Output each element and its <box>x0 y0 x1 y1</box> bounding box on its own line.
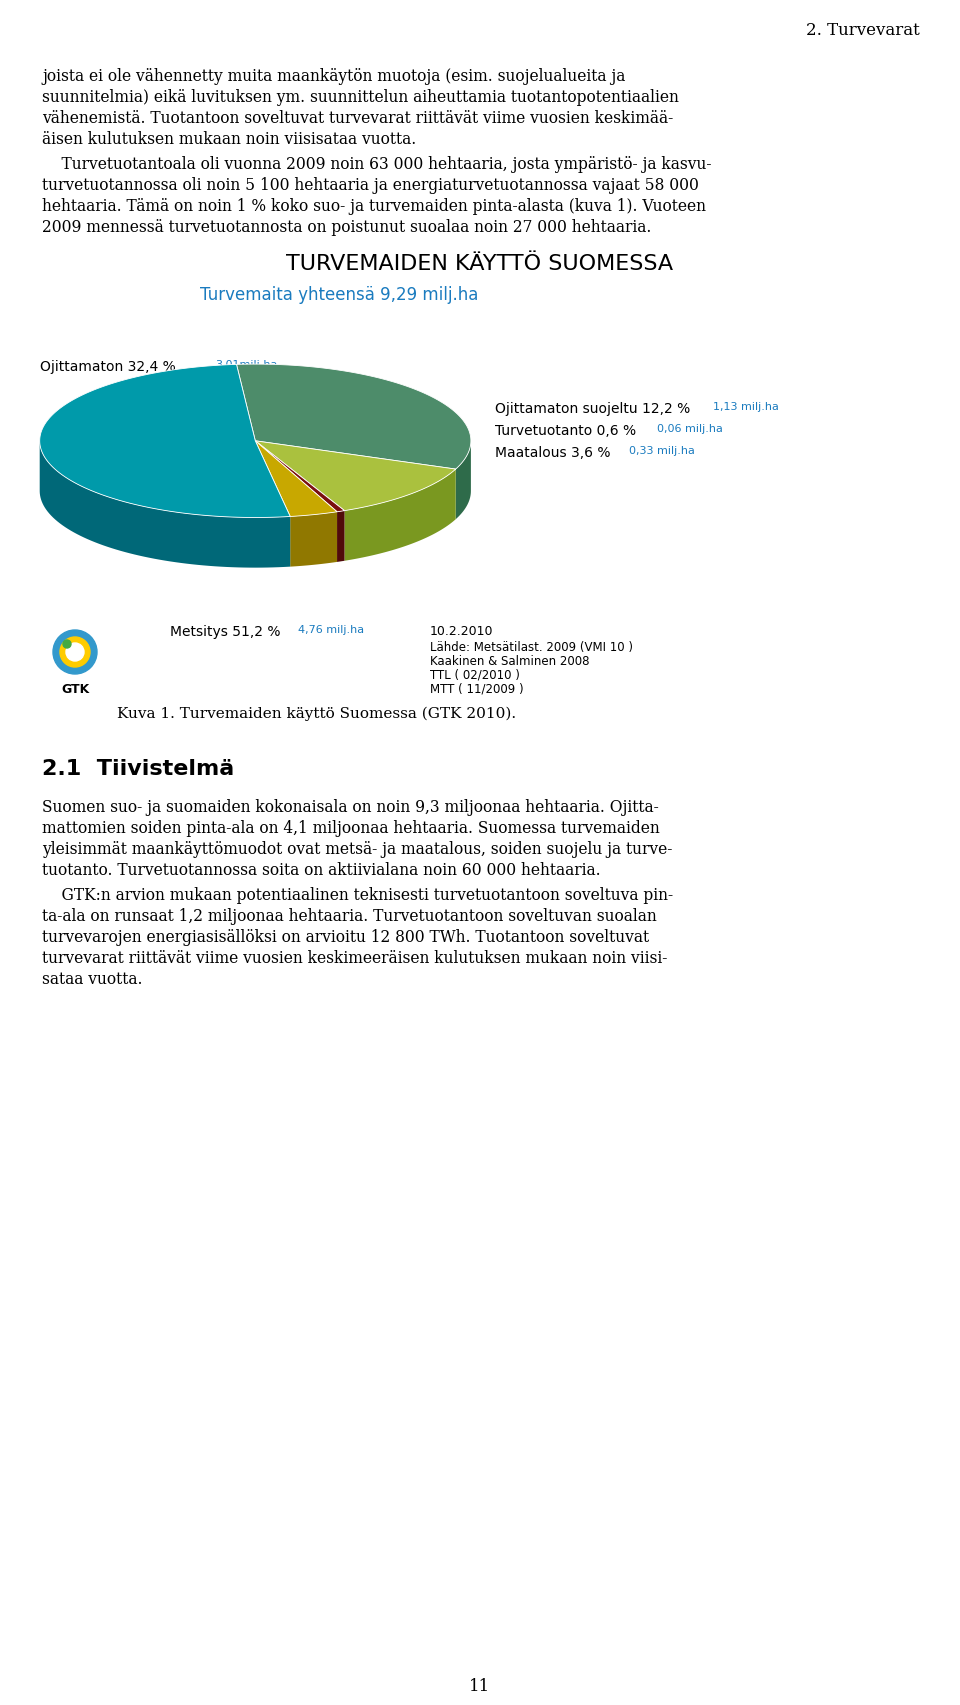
Text: 3,01milj.ha: 3,01milj.ha <box>215 360 277 370</box>
Text: turvevarat riittävät viime vuosien keskimeeräisen kulutuksen mukaan noin viisi-: turvevarat riittävät viime vuosien keski… <box>42 950 667 967</box>
Polygon shape <box>290 513 337 568</box>
Text: TURVEMAIDEN KÄYTTÖ SUOMESSA: TURVEMAIDEN KÄYTTÖ SUOMESSA <box>286 254 674 275</box>
Text: vähenemistä. Tuotantoon soveltuvat turvevarat riittävät viime vuosien keskimää-: vähenemistä. Tuotantoon soveltuvat turve… <box>42 109 673 126</box>
Polygon shape <box>255 442 456 512</box>
Text: Kaakinen & Salminen 2008: Kaakinen & Salminen 2008 <box>430 655 589 668</box>
Text: 2. Turvevarat: 2. Turvevarat <box>806 22 920 39</box>
Text: suunnitelmia) eikä luvituksen ym. suunnittelun aiheuttamia tuotantopotentiaalien: suunnitelmia) eikä luvituksen ym. suunni… <box>42 89 679 106</box>
Text: Suomen suo- ja suomaiden kokonaisala on noin 9,3 miljoonaa hehtaaria. Ojitta-: Suomen suo- ja suomaiden kokonaisala on … <box>42 798 659 815</box>
Text: 0,33 milj.ha: 0,33 milj.ha <box>629 445 695 455</box>
Circle shape <box>53 631 97 675</box>
Text: joista ei ole vähennetty muita maankäytön muotoja (esim. suojelualueita ja: joista ei ole vähennetty muita maankäytö… <box>42 68 625 85</box>
Text: turvetuotannossa oli noin 5 100 hehtaaria ja energiaturvetuotannossa vajaat 58 0: turvetuotannossa oli noin 5 100 hehtaari… <box>42 177 699 194</box>
Text: yleisimmät maankäyttömuodot ovat metsä- ja maatalous, soiden suojelu ja turve-: yleisimmät maankäyttömuodot ovat metsä- … <box>42 841 672 858</box>
Text: GTK: GTK <box>60 682 89 696</box>
Polygon shape <box>255 442 345 513</box>
Text: 1,13 milj.ha: 1,13 milj.ha <box>713 402 779 413</box>
Text: 4,76 milj.ha: 4,76 milj.ha <box>298 624 364 634</box>
Circle shape <box>60 638 90 668</box>
Text: Lähde: Metsätilast. 2009 (VMI 10 ): Lähde: Metsätilast. 2009 (VMI 10 ) <box>430 641 633 653</box>
Text: Ojittamaton suojeltu 12,2 %: Ojittamaton suojeltu 12,2 % <box>495 402 690 416</box>
Text: 2009 mennessä turvetuotannosta on poistunut suoalaa noin 27 000 hehtaaria.: 2009 mennessä turvetuotannosta on poistu… <box>42 218 652 235</box>
Text: ta-ala on runsaat 1,2 miljoonaa hehtaaria. Turvetuotantoon soveltuvan suoalan: ta-ala on runsaat 1,2 miljoonaa hehtaari… <box>42 907 657 924</box>
Polygon shape <box>255 442 337 517</box>
Text: GTK:n arvion mukaan potentiaalinen teknisesti turvetuotantoon soveltuva pin-: GTK:n arvion mukaan potentiaalinen tekni… <box>42 887 673 904</box>
Text: Ojittamaton 32,4 %: Ojittamaton 32,4 % <box>40 360 176 373</box>
Text: 0,06 milj.ha: 0,06 milj.ha <box>657 425 723 433</box>
Text: turvevarojen energiasisällöksi on arvioitu 12 800 TWh. Tuotantoon soveltuvat: turvevarojen energiasisällöksi on arvioi… <box>42 929 649 946</box>
Text: Maatalous 3,6 %: Maatalous 3,6 % <box>495 445 611 460</box>
Polygon shape <box>456 442 471 520</box>
Text: Turvemaita yhteensä 9,29 milj.ha: Turvemaita yhteensä 9,29 milj.ha <box>200 286 478 303</box>
Text: tuotanto. Turvetuotannossa soita on aktiivialana noin 60 000 hehtaaria.: tuotanto. Turvetuotannossa soita on akti… <box>42 861 601 878</box>
Text: Turvetuotantoala oli vuonna 2009 noin 63 000 hehtaaria, josta ympäristö- ja kasv: Turvetuotantoala oli vuonna 2009 noin 63… <box>42 155 711 172</box>
Text: Metsitys 51,2 %: Metsitys 51,2 % <box>170 624 280 639</box>
Text: äisen kulutuksen mukaan noin viisisataa vuotta.: äisen kulutuksen mukaan noin viisisataa … <box>42 131 417 148</box>
Polygon shape <box>236 365 471 471</box>
Text: 11: 11 <box>469 1678 491 1695</box>
Circle shape <box>66 643 84 662</box>
Text: TTL ( 02/2010 ): TTL ( 02/2010 ) <box>430 668 520 682</box>
Text: 10.2.2010: 10.2.2010 <box>430 624 493 638</box>
Text: mattomien soiden pinta-ala on 4,1 miljoonaa hehtaaria. Suomessa turvemaiden: mattomien soiden pinta-ala on 4,1 miljoo… <box>42 820 660 837</box>
Polygon shape <box>39 442 290 568</box>
Circle shape <box>63 641 71 648</box>
Text: sataa vuotta.: sataa vuotta. <box>42 970 142 987</box>
Text: 2.1  Tiivistelmä: 2.1 Tiivistelmä <box>42 759 234 779</box>
Polygon shape <box>345 471 456 561</box>
Text: Kuva 1. Turvemaiden käyttö Suomessa (GTK 2010).: Kuva 1. Turvemaiden käyttö Suomessa (GTK… <box>117 706 516 721</box>
Text: Turvetuotanto 0,6 %: Turvetuotanto 0,6 % <box>495 425 636 438</box>
Polygon shape <box>39 365 290 518</box>
Text: MTT ( 11/2009 ): MTT ( 11/2009 ) <box>430 682 523 696</box>
Text: hehtaaria. Tämä on noin 1 % koko suo- ja turvemaiden pinta-alasta (kuva 1). Vuot: hehtaaria. Tämä on noin 1 % koko suo- ja… <box>42 198 706 215</box>
Polygon shape <box>337 512 345 563</box>
